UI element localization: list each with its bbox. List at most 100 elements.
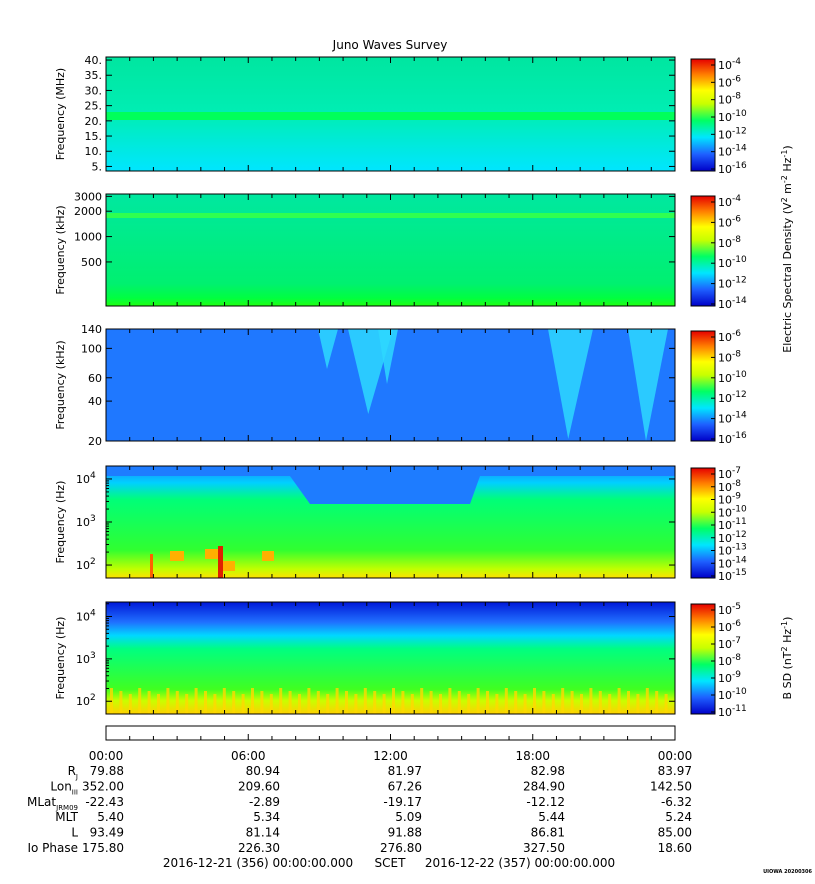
colorbar-tick-label: 10-6	[718, 214, 741, 229]
spike-feature	[392, 688, 395, 714]
ephemeris-value: -6.32	[661, 795, 692, 809]
hot-spot	[150, 554, 153, 578]
ephemeris-table: RJ 79.88 80.94 81.97 82.98 83.97 LonIII 352.00 2…	[27, 764, 692, 855]
time-tick-label: 00:00	[658, 749, 693, 763]
colorbar-tick-label: 10-16	[718, 161, 747, 176]
spike-feature	[542, 691, 546, 714]
ephemeris-value: -12.12	[526, 795, 565, 809]
ephemeris-row-label: Io Phase	[27, 841, 78, 855]
y-tick-label: 1000	[74, 231, 102, 244]
ephemeris-value: 327.50	[523, 841, 565, 855]
emission-band	[106, 213, 675, 218]
spectrogram-panel-1: 5. 10. 15. 20. 25. 30. 35. 40. Frequency (MHz) 10…	[54, 54, 747, 176]
spike-feature	[476, 688, 480, 714]
spike-feature	[316, 691, 320, 714]
colorbar-tick-label: 10-12	[718, 530, 747, 545]
ephemeris-value: -22.43	[85, 795, 124, 809]
spike-feature	[363, 688, 367, 714]
colorbar-tick-label: 10-15	[718, 568, 747, 583]
ephemeris-value: 5.24	[665, 810, 692, 824]
spike-feature	[354, 694, 358, 714]
burst-feature	[548, 329, 593, 439]
y-tick-label: 100	[81, 342, 102, 355]
credit-label: UIOWA 20200306	[763, 869, 812, 875]
y-tick-label: 2000	[74, 205, 102, 218]
ephemeris-row-label: LonIII	[50, 779, 78, 796]
ephemeris-value: 81.14	[246, 826, 280, 840]
spike-feature	[495, 694, 499, 714]
spike-feature	[138, 688, 142, 714]
figure-title: Juno Waves Survey	[332, 38, 448, 52]
spike-feature	[269, 694, 273, 714]
spike-feature	[429, 691, 433, 714]
burst-feature	[318, 329, 338, 369]
time-tick-label: 12:00	[373, 749, 408, 763]
spike-feature	[288, 691, 292, 714]
y-tick-label: 25.	[85, 100, 103, 113]
emission-band	[106, 112, 675, 120]
colorbar-tick-label: 10-14	[718, 555, 747, 570]
time-tick-label: 18:00	[515, 749, 550, 763]
spectrogram-panel-3: 20 40 60 100 140 Frequency (kHz) 10-6 10-8 10-10…	[54, 323, 747, 448]
ephemeris-row-label: MLatJRM09	[27, 795, 78, 812]
spike-feature	[627, 691, 630, 714]
colorbar-tick-label: 10-4	[718, 57, 741, 72]
colorbar	[690, 330, 716, 442]
time-tick-label: 00:00	[89, 749, 124, 763]
spike-feature	[608, 694, 612, 714]
colorbar-tick-label: 10-8	[718, 653, 741, 668]
y-tick-label: 20.	[85, 115, 103, 128]
y-axis-label: Frequency (Hz)	[54, 481, 67, 564]
ephemeris-value: 81.97	[388, 764, 422, 778]
y-tick-label: 5.	[92, 160, 103, 173]
y-axis-label: Frequency (kHz)	[54, 340, 67, 429]
spike-feature	[636, 694, 640, 714]
ephemeris-value: 352.00	[82, 779, 124, 793]
y-axis-label: Frequency (kHz)	[54, 205, 67, 294]
spike-feature	[335, 688, 339, 714]
hot-spot	[170, 551, 184, 561]
colorbar	[690, 467, 716, 579]
y-tick-label: 15.	[85, 130, 103, 143]
spike-feature	[147, 691, 151, 714]
cold-region	[106, 466, 675, 504]
y-axis-label: Frequency (Hz)	[54, 617, 67, 700]
spike-feature	[570, 691, 574, 714]
colorbar-tick-label: 10-12	[718, 276, 747, 291]
spectrogram-image	[106, 194, 675, 306]
y-tick-label: 30.	[85, 84, 103, 97]
ephemeris-value: 142.50	[650, 779, 692, 793]
y-tick-label: 102	[76, 557, 96, 572]
footer: 2016-12-21 (356) 00:00:00.000 SCET 2016-…	[163, 856, 813, 875]
hot-spot	[262, 551, 274, 561]
spike-feature	[260, 691, 264, 714]
ephemeris-row-label: MLT	[55, 810, 78, 824]
hot-spot	[218, 546, 223, 578]
y-tick-label: 35.	[85, 69, 103, 82]
y-tick-label: 140	[81, 323, 102, 336]
colorbar-tick-label: 10-8	[718, 235, 741, 250]
y-tick-label: 104	[76, 471, 96, 486]
colorbar-tick-label: 10-16	[718, 431, 747, 446]
colorbar-tick-label: 10-10	[718, 687, 747, 702]
ephemeris-value: 5.34	[253, 810, 280, 824]
ephemeris-value: 79.88	[90, 764, 124, 778]
spike-feature	[232, 691, 236, 714]
spike-feature	[307, 688, 311, 714]
ephemeris-value: 18.60	[658, 841, 692, 855]
ephemeris-value: 91.88	[388, 826, 422, 840]
colorbar-tick-label: 10-4	[718, 194, 741, 209]
y-tick-label: 10.	[85, 145, 103, 158]
ephemeris-value: 85.00	[658, 826, 692, 840]
electric-colorbar-label: Electric Spectral Density (V2 m-2 Hz-1)	[780, 145, 795, 352]
spike-feature	[204, 691, 207, 714]
colorbar-tick-label: 10-6	[718, 619, 741, 634]
spike-feature	[589, 688, 593, 714]
spike-feature	[175, 691, 179, 714]
spike-feature	[439, 694, 442, 714]
spike-feature	[655, 691, 659, 714]
ephemeris-row-label: RJ	[68, 764, 78, 781]
spike-feature	[119, 691, 123, 714]
colorbar-tick-label: 10-11	[718, 517, 747, 532]
